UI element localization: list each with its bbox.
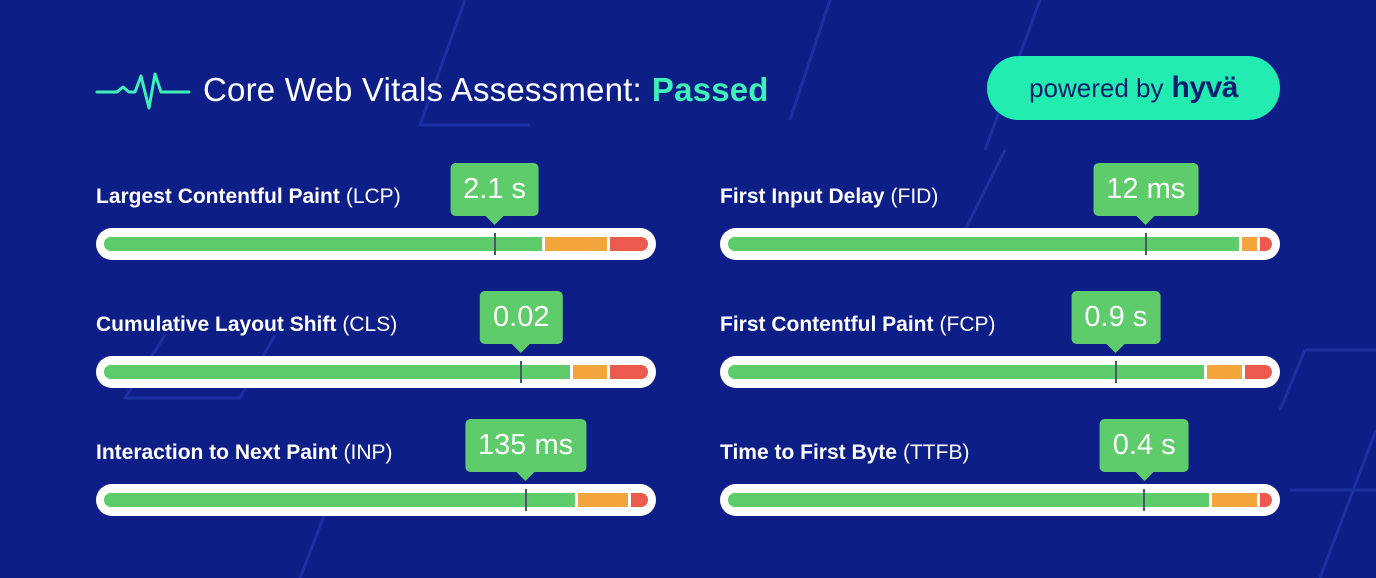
metric-label: Cumulative Layout Shift (CLS) [96,313,397,337]
metric-card: First Input Delay (FID) 12 ms [720,163,1280,263]
metric-name: Largest Contentful Paint [96,185,340,208]
metric-label: First Input Delay (FID) [720,185,938,209]
powered-by-badge: powered by hyvä [987,56,1280,120]
good-segment [728,365,1204,379]
metric-distribution-bar [96,484,656,516]
good-segment [104,237,543,251]
metric-value-tooltip: 0.9 s [1071,291,1161,353]
needs-improvement-segment [1207,365,1242,379]
metric-value-marker [493,233,496,255]
metric-card: First Contentful Paint (FCP) 0.9 s [720,291,1280,391]
heartbeat-pulse-icon [95,72,191,110]
needs-improvement-segment [1211,493,1258,507]
metric-value-tooltip: 0.02 [480,291,563,353]
metric-label: Time to First Byte (TTFB) [720,441,969,465]
good-segment [104,493,576,507]
metric-card: Interaction to Next Paint (INP) 135 ms [96,419,656,519]
page-header: Core Web Vitals Assessment: Passed [95,62,769,118]
good-segment [104,365,571,379]
metric-abbreviation: (INP) [343,441,393,464]
metric-distribution-bar [720,484,1280,516]
metric-name: Time to First Byte [720,441,897,464]
metric-abbreviation: (CLS) [342,313,398,336]
metric-value-marker [524,489,527,511]
metric-value-tooltip: 0.4 s [1099,419,1189,481]
metric-card: Largest Contentful Paint (LCP) 2.1 s [96,163,656,263]
poor-segment [1244,365,1272,379]
good-segment [728,493,1209,507]
metric-distribution-bar [720,228,1280,260]
assessment-title-text: Core Web Vitals Assessment: [203,71,642,108]
metric-value-marker [1143,489,1146,511]
metric-card: Time to First Byte (TTFB) 0.4 s [720,419,1280,519]
needs-improvement-segment [578,493,629,507]
good-segment [728,237,1239,251]
poor-segment [610,365,648,379]
metric-abbreviation: (FCP) [939,313,996,336]
metric-name: Cumulative Layout Shift [96,313,337,336]
needs-improvement-segment [573,365,608,379]
metric-distribution-bar [96,356,656,388]
needs-improvement-segment [545,237,608,251]
metric-abbreviation: (FID) [890,185,939,208]
badge-brand-logo: hyvä [1171,71,1239,104]
assessment-title: Core Web Vitals Assessment: Passed [203,71,769,109]
metric-card: Cumulative Layout Shift (CLS) 0.02 [96,291,656,391]
badge-prefix: powered by [1029,72,1164,103]
metric-name: Interaction to Next Paint [96,441,338,464]
metric-name: First Contentful Paint [720,313,934,336]
metric-value-tooltip: 12 ms [1093,163,1199,225]
assessment-status: Passed [651,71,769,108]
metric-name: First Input Delay [720,185,885,208]
needs-improvement-segment [1241,237,1258,251]
metric-value-marker [520,361,523,383]
metric-value-marker [1114,361,1117,383]
metric-label: First Contentful Paint (FCP) [720,313,996,337]
metric-value-tooltip: 2.1 s [450,163,540,225]
metric-distribution-bar [96,228,656,260]
metric-value-marker [1144,233,1147,255]
poor-segment [610,237,648,251]
metric-label: Largest Contentful Paint (LCP) [96,185,401,209]
metric-label: Interaction to Next Paint (INP) [96,441,393,465]
poor-segment [1260,237,1272,251]
metric-abbreviation: (LCP) [345,185,401,208]
metric-abbreviation: (TTFB) [902,441,970,464]
metric-distribution-bar [720,356,1280,388]
poor-segment [631,493,648,507]
metric-value-tooltip: 135 ms [465,419,587,481]
poor-segment [1260,493,1272,507]
